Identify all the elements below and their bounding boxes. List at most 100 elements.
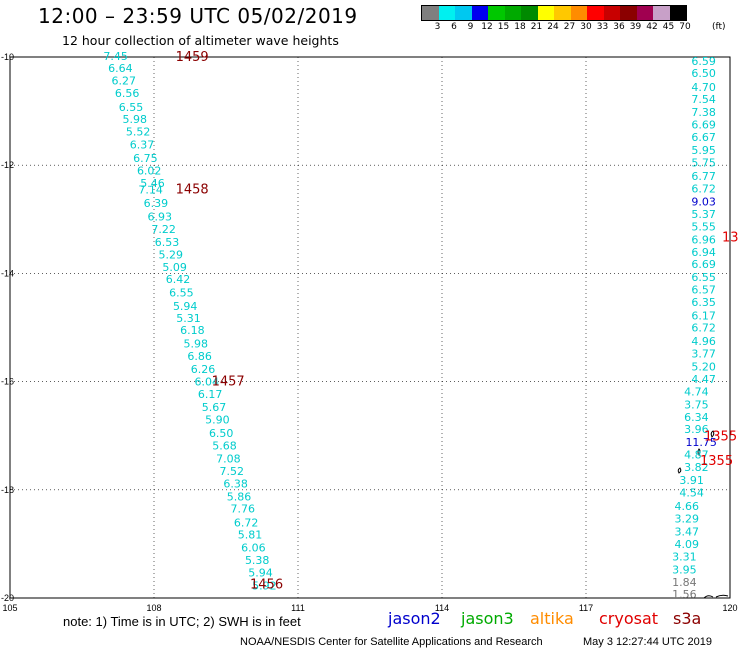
scale-units: (ft) <box>712 22 726 32</box>
swh-value: 3.91 <box>679 474 704 487</box>
swh-value: 6.04 <box>195 376 220 389</box>
scale-swatch <box>488 6 505 20</box>
swh-value: 5.31 <box>176 312 201 325</box>
swh-value: 4.96 <box>691 335 716 348</box>
island-icon <box>677 467 682 474</box>
swh-value: 5.52 <box>126 126 151 139</box>
swh-value: 4.70 <box>691 81 716 94</box>
swh-value: 6.72 <box>234 516 259 529</box>
swh-value: 5.68 <box>212 439 237 452</box>
scale-label: 70 <box>679 22 691 32</box>
scale-swatch <box>669 6 686 20</box>
scale-label: 6 <box>451 22 457 32</box>
lat-label: -18 <box>1 485 14 495</box>
scale-swatch <box>554 6 571 20</box>
swh-value: 5.09 <box>162 261 187 274</box>
lon-label: 105 <box>2 603 17 613</box>
swh-value: 1.84 <box>672 576 697 589</box>
sat-s3a: s3a <box>673 609 701 628</box>
swh-value: 6.55 <box>691 271 716 284</box>
swh-value: 6.17 <box>198 388 223 401</box>
scale-label: 15 <box>497 22 510 32</box>
swh-value: 6.67 <box>691 131 716 144</box>
swh-value: 5.98 <box>184 338 209 351</box>
swh-value: 3.96 <box>684 423 709 436</box>
swh-value: 3.47 <box>675 525 700 538</box>
swh-value: 6.55 <box>119 101 144 114</box>
time-label: 1355 <box>700 454 733 469</box>
swh-value: 5.81 <box>238 529 263 542</box>
scale-swatch <box>653 6 670 20</box>
swh-value: 6.59 <box>691 55 716 68</box>
swh-value: 6.39 <box>144 197 169 210</box>
scale-swatch <box>521 6 538 20</box>
swh-value: 4.54 <box>679 487 704 500</box>
scale-label: 27 <box>563 22 576 32</box>
swh-value: 9.03 <box>691 195 716 208</box>
swh-value: 3.31 <box>672 550 697 563</box>
swh-value: 1.56 <box>672 588 697 601</box>
swh-value: 6.86 <box>187 350 212 363</box>
time-label: 1456 <box>250 577 283 592</box>
swh-value: 6.72 <box>691 322 716 335</box>
time-label: 13 <box>722 231 739 246</box>
swh-value: 7.22 <box>151 223 176 236</box>
color-scale-labels: 3 6 9 12 15 18 21 24 27 30 33 36 39 42 45 70 <box>421 22 731 34</box>
lon-label: 114 <box>435 603 449 613</box>
swh-value: 7.14 <box>138 184 163 197</box>
scale-label: 45 <box>662 22 675 32</box>
map-footer: note: 1) Time is in UTC; 2) SWH is in fe… <box>63 609 712 648</box>
scale-swatch <box>603 6 620 20</box>
coastline-fragments <box>677 430 729 599</box>
swh-value: 6.38 <box>223 477 248 490</box>
scale-label: 18 <box>514 22 526 32</box>
scale-swatch <box>504 6 521 20</box>
swh-value: 5.94 <box>248 567 273 580</box>
swh-value: 5.29 <box>159 248 184 261</box>
scale-swatch <box>455 6 472 20</box>
swh-value: 11.75 <box>685 436 717 449</box>
scale-swatch <box>620 6 637 20</box>
scale-swatch <box>537 6 554 20</box>
lat-label: -14 <box>1 268 14 278</box>
scale-label: 33 <box>596 22 609 32</box>
scale-label: 3 <box>434 22 441 32</box>
map-frame <box>9 56 731 599</box>
lon-label: 108 <box>146 603 161 613</box>
swh-value: 6.77 <box>691 170 716 183</box>
swh-value: 6.17 <box>691 310 716 323</box>
swh-value: 5.90 <box>205 413 230 426</box>
map-subtitle: 12 hour collection of altimeter wave hei… <box>62 33 339 48</box>
swh-value: 5.37 <box>691 208 716 221</box>
swh-value: 4.09 <box>675 538 700 551</box>
sat-cryosat: cryosat <box>599 609 658 628</box>
swh-value: 5.46 <box>140 177 165 190</box>
lat-label: -20 <box>1 593 14 603</box>
swh-value: 7.38 <box>691 106 716 119</box>
swh-value: 6.27 <box>112 74 137 87</box>
footer-credit: NOAA/NESDIS Center for Satellite Applica… <box>240 636 543 648</box>
time-label: 1355 <box>704 430 737 445</box>
scale-swatch <box>438 6 455 20</box>
swh-value: 6.96 <box>691 233 716 246</box>
swh-value: 6.06 <box>241 542 266 555</box>
swh-value: 5.55 <box>691 220 716 233</box>
swh-value: 7.54 <box>691 93 716 106</box>
scale-label: 42 <box>646 22 658 32</box>
scale-swatch <box>422 6 439 20</box>
map-grid <box>9 56 731 599</box>
swh-value: 6.56 <box>115 87 140 100</box>
scale-label: 36 <box>613 22 625 32</box>
swh-value: 5.86 <box>227 490 252 503</box>
track-s3a: 7.456.646.276.566.555.985.526.376.756.02… <box>103 50 283 593</box>
map-title: 12:00 – 23:59 UTC 05/02/2019 <box>38 4 358 28</box>
scale-label: 12 <box>481 22 493 32</box>
swh-value: 6.55 <box>169 286 194 299</box>
sat-jason2: jason2 <box>387 609 441 628</box>
swh-value: 3.77 <box>691 347 716 360</box>
swh-value: 7.52 <box>220 465 245 478</box>
sat-altika: altika <box>530 609 574 628</box>
scale-label: 24 <box>547 22 559 32</box>
swh-value: 6.93 <box>148 211 173 224</box>
